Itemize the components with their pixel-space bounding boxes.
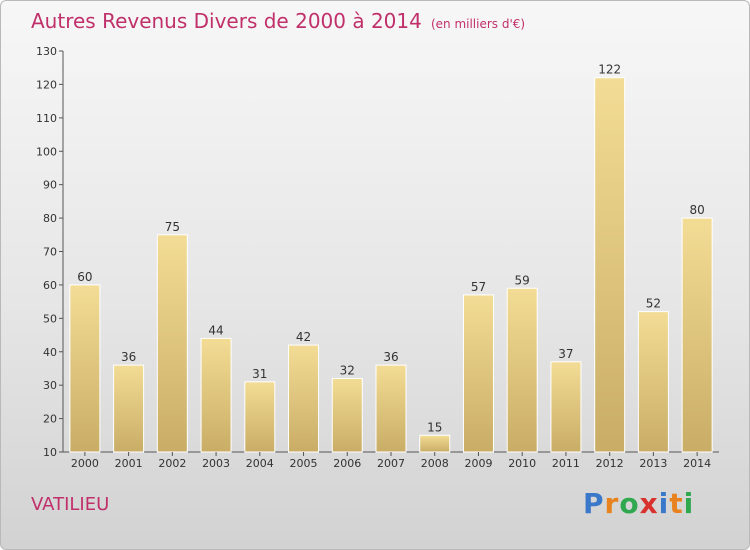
bar <box>244 381 276 453</box>
logo-letter: x <box>639 487 659 520</box>
y-tick-label: 130 <box>36 45 57 58</box>
bar-value-label: 57 <box>471 280 486 294</box>
y-tick-label: 60 <box>43 279 57 292</box>
bar-value-label: 60 <box>77 270 92 284</box>
y-tick-label: 50 <box>43 312 57 325</box>
x-tick-label: 2008 <box>421 457 449 470</box>
bar <box>200 337 232 453</box>
x-tick-label: 2001 <box>115 457 143 470</box>
bar <box>681 217 713 453</box>
x-tick-label: 2004 <box>246 457 274 470</box>
y-tick-label: 80 <box>43 212 57 225</box>
bar-value-label: 44 <box>208 323 223 337</box>
y-tick-label: 10 <box>43 446 57 459</box>
bar <box>550 361 582 453</box>
y-tick-label: 90 <box>43 179 57 192</box>
x-tick-label: 2002 <box>158 457 186 470</box>
bar-value-label: 31 <box>252 367 267 381</box>
bar-value-label: 75 <box>165 220 180 234</box>
bar-value-label: 52 <box>646 297 661 311</box>
proxiti-logo: Proxiti <box>583 487 694 520</box>
bar <box>69 284 101 453</box>
bar <box>156 234 188 453</box>
place-name: VATILIEU <box>31 494 110 515</box>
bar-value-label: 36 <box>121 350 136 364</box>
bar-value-label: 59 <box>515 273 530 287</box>
y-tick-label: 30 <box>43 379 57 392</box>
y-tick-label: 110 <box>36 112 57 125</box>
logo-letter: P <box>583 487 605 520</box>
bar <box>594 77 626 453</box>
bar <box>462 294 494 453</box>
bar <box>113 364 145 453</box>
logo-letter: r <box>604 487 620 520</box>
y-tick-label: 120 <box>36 78 57 91</box>
bar-value-label: 37 <box>558 347 573 361</box>
bar <box>637 311 669 453</box>
chart-title: Autres Revenus Divers de 2000 à 2014 (en… <box>31 9 525 33</box>
bar-value-label: 42 <box>296 330 311 344</box>
bar-value-label: 15 <box>427 420 442 434</box>
chart-title-main: Autres Revenus Divers de 2000 à 2014 <box>31 9 422 33</box>
chart-title-unit: (en milliers d'€) <box>430 17 526 31</box>
logo-letter: t <box>669 487 684 520</box>
y-tick-label: 40 <box>43 346 57 359</box>
logo-letter: i <box>683 487 695 520</box>
x-tick-label: 2012 <box>596 457 624 470</box>
x-tick-label: 2000 <box>71 457 99 470</box>
bar <box>375 364 407 453</box>
bar <box>506 287 538 453</box>
y-tick-label: 20 <box>43 413 57 426</box>
x-tick-label: 2007 <box>377 457 405 470</box>
bar <box>331 377 363 453</box>
bar <box>419 434 451 453</box>
y-tick-label: 100 <box>36 145 57 158</box>
x-tick-label: 2013 <box>639 457 667 470</box>
bar-value-label: 32 <box>340 363 355 377</box>
x-tick-label: 2009 <box>464 457 492 470</box>
bar <box>288 344 320 453</box>
x-tick-label: 2010 <box>508 457 536 470</box>
logo-letter: i <box>658 487 670 520</box>
x-tick-label: 2005 <box>290 457 318 470</box>
bar-value-label: 80 <box>689 203 704 217</box>
x-tick-label: 2003 <box>202 457 230 470</box>
x-tick-label: 2011 <box>552 457 580 470</box>
x-tick-label: 2014 <box>683 457 711 470</box>
logo-letter: o <box>619 487 640 520</box>
x-tick-label: 2006 <box>333 457 361 470</box>
bar-value-label: 122 <box>598 63 621 77</box>
y-tick-label: 70 <box>43 246 57 259</box>
bar-value-label: 36 <box>383 350 398 364</box>
